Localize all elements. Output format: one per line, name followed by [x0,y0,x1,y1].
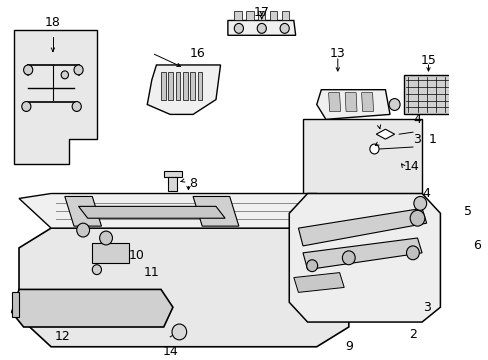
Circle shape [77,223,89,237]
Text: 3: 3 [413,132,421,146]
Circle shape [342,251,354,265]
Polygon shape [361,93,373,112]
Text: 7: 7 [486,222,488,235]
Circle shape [92,265,101,275]
Text: 12: 12 [55,330,71,343]
Circle shape [172,324,186,340]
Polygon shape [15,30,97,164]
Text: 5: 5 [463,205,471,218]
Polygon shape [168,72,173,100]
Text: 11: 11 [143,266,160,279]
Circle shape [23,65,33,75]
Circle shape [409,210,424,226]
Bar [303,120,421,228]
Polygon shape [183,72,187,100]
Polygon shape [193,197,238,226]
Circle shape [72,102,81,112]
Polygon shape [403,75,448,114]
Polygon shape [227,21,295,35]
Text: 14: 14 [162,345,178,358]
Polygon shape [269,10,277,21]
Text: 8: 8 [189,177,197,190]
Circle shape [22,102,31,112]
Text: 4: 4 [422,187,430,200]
Text: 2: 2 [408,328,416,341]
Circle shape [461,246,473,260]
Text: 14: 14 [403,160,418,173]
Text: 10: 10 [128,249,144,262]
Polygon shape [92,243,129,263]
Polygon shape [161,72,165,100]
Polygon shape [328,93,340,112]
Polygon shape [316,90,389,120]
Polygon shape [345,93,356,112]
Polygon shape [197,72,202,100]
Polygon shape [190,72,195,100]
Circle shape [406,246,419,260]
Text: 4: 4 [413,113,421,126]
Polygon shape [258,10,265,21]
Circle shape [74,65,83,75]
Polygon shape [303,238,421,270]
Text: 16: 16 [189,46,205,60]
Text: 17: 17 [253,6,269,19]
Polygon shape [79,206,224,218]
Polygon shape [163,171,182,177]
Circle shape [100,231,112,245]
Polygon shape [298,208,426,246]
Text: 15: 15 [420,54,436,67]
Text: 18: 18 [45,16,61,29]
Circle shape [257,23,266,33]
Text: 9: 9 [344,340,352,353]
Polygon shape [245,10,253,21]
Text: 13: 13 [329,46,345,60]
Circle shape [369,144,378,154]
Polygon shape [19,194,348,228]
Polygon shape [234,10,241,21]
Polygon shape [168,177,177,190]
Polygon shape [471,238,485,246]
Polygon shape [12,292,19,317]
Polygon shape [65,197,101,226]
Polygon shape [19,228,348,347]
Circle shape [450,210,465,226]
Text: 1: 1 [428,132,436,146]
Circle shape [413,197,426,210]
Circle shape [388,99,399,111]
Circle shape [280,23,289,33]
Circle shape [234,23,243,33]
Polygon shape [293,273,344,292]
Polygon shape [376,129,394,139]
Polygon shape [12,289,173,327]
Polygon shape [282,10,289,21]
Circle shape [61,71,68,79]
Polygon shape [147,65,220,114]
Text: 6: 6 [472,239,480,252]
Polygon shape [175,72,180,100]
Circle shape [306,260,317,272]
Text: 3: 3 [422,301,430,314]
Polygon shape [289,194,440,322]
